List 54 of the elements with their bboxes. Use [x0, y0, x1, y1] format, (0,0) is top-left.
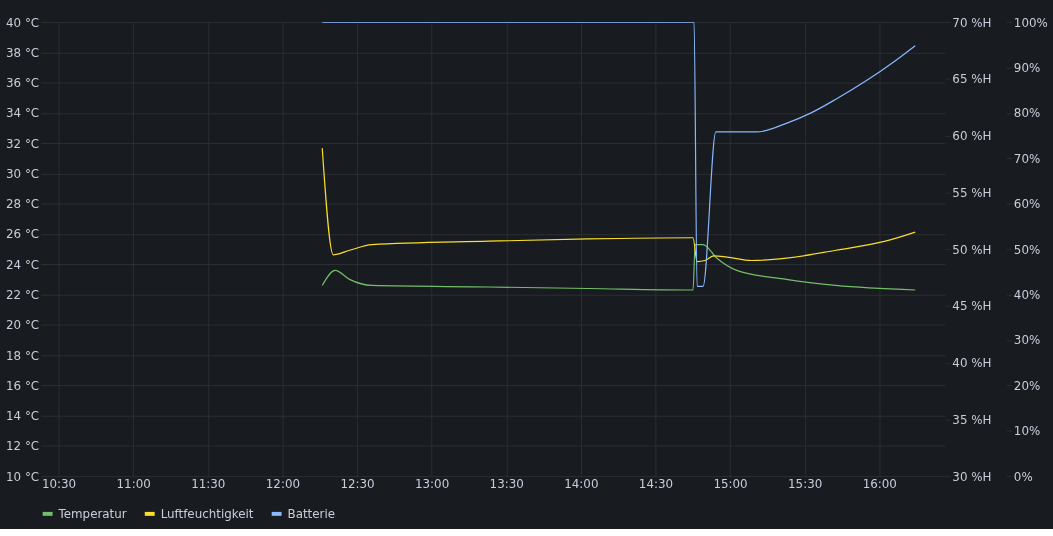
y-tick-label: 18 °C — [6, 348, 40, 363]
x-tick-label: 14:00 — [564, 476, 599, 491]
legend-label: Luftfeuchtigkeit — [160, 506, 254, 521]
x-tick-label: 16:00 — [862, 476, 897, 491]
line-series — [321, 243, 916, 291]
y3-tick-label: 90% — [1013, 60, 1041, 75]
y3-tick-label: 40% — [1013, 288, 1041, 303]
y3-tick-label: 60% — [1013, 197, 1041, 212]
legend-label: Batterie — [287, 506, 336, 521]
x-tick-label: 13:00 — [414, 476, 450, 491]
y2-tick-label: 30 %H — [952, 469, 992, 484]
y-tick-label: 26 °C — [6, 227, 40, 242]
y-tick-label: 30 °C — [6, 166, 40, 181]
y2-tick-label: 70 %H — [952, 15, 992, 30]
y2-tick-label: 35 %H — [952, 412, 992, 427]
y2-tick-label: 55 %H — [952, 185, 992, 200]
y-tick-label: 12 °C — [6, 439, 40, 454]
x-tick-label: 12:30 — [340, 476, 375, 491]
y2-tick-label: 45 %H — [952, 299, 992, 314]
line-series — [321, 22, 916, 287]
y-tick-label: 20 °C — [6, 318, 40, 333]
y3-tick-label: 30% — [1013, 333, 1041, 348]
x-tick-label: 14:30 — [638, 476, 674, 491]
y2-tick-label: 60 %H — [952, 129, 992, 144]
y-tick-label: 28 °C — [6, 197, 40, 212]
x-tick-label: 11:00 — [116, 476, 151, 491]
y3-tick-label: 0% — [1013, 469, 1033, 484]
y2-tick-label: 40 %H — [952, 356, 992, 371]
y-tick-label: 32 °C — [6, 136, 40, 151]
y3-tick-label: 10% — [1013, 424, 1041, 439]
y-tick-label: 10 °C — [6, 469, 40, 484]
x-tick-label: 11:30 — [191, 476, 226, 491]
y3-tick-label: 70% — [1013, 151, 1041, 166]
y-tick-label: 24 °C — [6, 257, 40, 272]
x-tick-label: 10:30 — [41, 476, 77, 491]
y3-tick-label: 100% — [1013, 15, 1048, 30]
y3-tick-label: 50% — [1013, 242, 1041, 257]
y2-tick-label: 65 %H — [952, 72, 992, 87]
line-series — [321, 147, 916, 263]
x-tick-label: 13:30 — [489, 476, 524, 491]
y-tick-label: 14 °C — [6, 409, 40, 424]
y3-tick-label: 80% — [1013, 106, 1041, 121]
y-tick-label: 36 °C — [6, 76, 40, 91]
y-tick-label: 34 °C — [6, 106, 40, 121]
x-tick-label: 15:00 — [713, 476, 748, 491]
y3-tick-label: 20% — [1013, 378, 1041, 393]
y-tick-label: 16 °C — [6, 378, 40, 393]
y-tick-label: 22 °C — [6, 288, 40, 303]
x-tick-label: 15:30 — [788, 476, 823, 491]
y-tick-label: 38 °C — [6, 45, 40, 60]
y2-tick-label: 50 %H — [952, 242, 992, 257]
y-tick-label: 40 °C — [6, 15, 40, 30]
x-tick-label: 12:00 — [265, 476, 300, 491]
legend-label: Temperatur — [57, 506, 127, 521]
